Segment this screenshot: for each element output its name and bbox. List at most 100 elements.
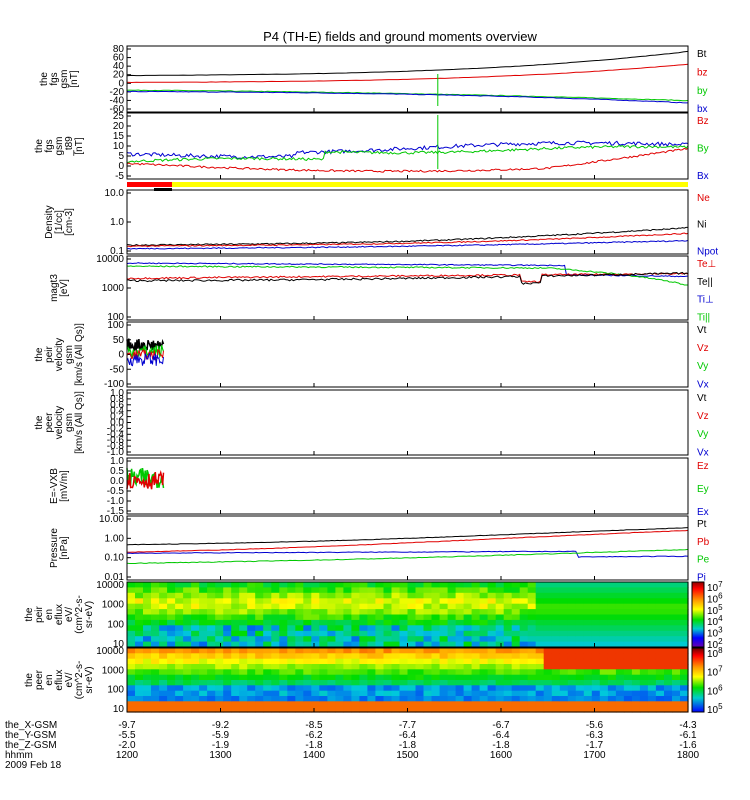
p10-heat-cell	[639, 653, 649, 660]
p10-heat-cell	[159, 648, 168, 654]
p10-heat-cell	[407, 648, 417, 654]
p5-ytick-label: 100	[107, 320, 124, 331]
p10-heat-cell	[143, 674, 152, 681]
p9-heat-cell	[215, 641, 224, 648]
p9-heat-cell	[167, 625, 176, 632]
p10-heat-cell	[583, 669, 593, 676]
p10-heat-cell	[631, 706, 641, 713]
p10-heat-cell	[183, 664, 192, 670]
p9-heat-cell	[151, 592, 160, 599]
p9-heat-cell	[527, 619, 537, 626]
p9-heat-cell	[455, 587, 465, 594]
p9-heat-cell	[279, 609, 288, 616]
p9-heat-cell	[207, 598, 216, 605]
p10-heat-cell	[271, 685, 280, 692]
p10-heat-cell	[231, 648, 240, 654]
p9-heat-cell	[567, 636, 577, 643]
p9-heat-cell	[127, 636, 136, 643]
p9-heat-cell	[255, 587, 264, 594]
p9-heat-cell	[127, 598, 136, 605]
p9-heat-cell	[359, 641, 368, 648]
p9-heat-cell	[287, 609, 296, 616]
p9-heat-cell	[151, 641, 160, 648]
p9-heat-cell	[319, 614, 328, 621]
p9-heat-cell	[311, 641, 320, 648]
p10-heat-cell	[559, 648, 569, 654]
p10-colorbar-label: 107	[707, 665, 723, 679]
p9-heat-cell	[463, 614, 473, 621]
p9-heat-cell	[207, 587, 216, 594]
p9-heat-cell	[447, 625, 457, 632]
p9-heat-cell	[391, 614, 401, 621]
p9-heat-cell	[399, 614, 409, 621]
p10-heat-cell	[367, 685, 376, 692]
p10-heat-cell	[623, 690, 633, 697]
p9-heat-cell	[503, 609, 513, 616]
p10-heat-cell	[303, 690, 312, 697]
p10-heat-cell	[151, 653, 160, 660]
p5-ytick-label: -100	[104, 379, 124, 390]
p9-heat-cell	[655, 625, 665, 632]
p9-heat-cell	[639, 598, 649, 605]
p10-heat-cell	[231, 653, 240, 660]
p10-heat-cell	[519, 696, 529, 702]
p9-heat-cell	[583, 614, 593, 621]
p10-heat-cell	[519, 664, 529, 670]
p10-heat-cell	[263, 664, 272, 670]
p9-heat-cell	[439, 636, 449, 643]
p10-heat-cell	[255, 690, 264, 697]
p9-heat-cell	[559, 582, 569, 588]
p10-heat-cell	[463, 653, 473, 660]
p10-heat-cell	[423, 648, 433, 654]
p10-heat-cell	[607, 664, 617, 670]
p9-heat-cell	[672, 582, 681, 588]
p10-heat-cell	[167, 685, 176, 692]
p10-heat-cell	[655, 669, 665, 676]
p10-heat-cell	[407, 658, 417, 665]
p10-heat-cell	[575, 696, 585, 702]
p7-ytick-label: -1.5	[107, 506, 125, 517]
p10-heat-cell	[407, 706, 417, 713]
mode-bar-red	[127, 182, 172, 187]
p9-heat-cell	[615, 587, 625, 594]
p10-heat-cell	[143, 664, 152, 670]
p10-heat-cell	[543, 648, 553, 654]
p10-heat-cell	[359, 685, 368, 692]
p9-heat-cell	[519, 587, 529, 594]
p10-heat-cell	[215, 696, 224, 702]
p10-heat-cell	[479, 669, 489, 676]
p9-heat-cell	[567, 609, 577, 616]
bt-series	[126, 50, 689, 77]
p10-heat-cell	[311, 674, 320, 681]
p10-heat-cell	[127, 680, 136, 686]
p9-heat-cell	[535, 625, 545, 632]
p10-heat-cell	[655, 685, 665, 692]
p9-heat-cell	[343, 630, 352, 637]
p10-heat-cell	[303, 685, 312, 692]
p10-heat-cell	[463, 674, 473, 681]
p10-heat-cell	[639, 664, 649, 670]
p10-heat-cell	[423, 658, 433, 665]
p9-heat-cell	[391, 592, 401, 599]
p9-heat-cell	[343, 641, 352, 648]
p10-heat-cell	[375, 680, 384, 686]
p9-heat-cell	[495, 592, 505, 599]
p9-heat-cell	[263, 619, 272, 626]
p10-heat-cell	[655, 653, 665, 660]
p10-heat-cell	[375, 648, 384, 654]
p10-heat-cell	[135, 669, 144, 676]
p9-heat-cell	[647, 619, 657, 626]
p9-heat-cell	[631, 625, 641, 632]
p10-heat-cell	[511, 685, 521, 692]
p10-heat-cell	[543, 690, 553, 697]
p10-heat-cell	[183, 701, 192, 708]
p9-heat-cell	[503, 614, 513, 621]
p10-heat-cell	[479, 648, 489, 654]
p10-heat-cell	[615, 658, 625, 665]
p10-heat-cell	[519, 690, 529, 697]
p10-heat-cell	[639, 648, 649, 654]
p10-heat-cell	[639, 696, 649, 702]
p10-heat-cell	[263, 680, 272, 686]
p9-heat-cell	[207, 592, 216, 599]
p10-heat-cell	[495, 706, 505, 713]
